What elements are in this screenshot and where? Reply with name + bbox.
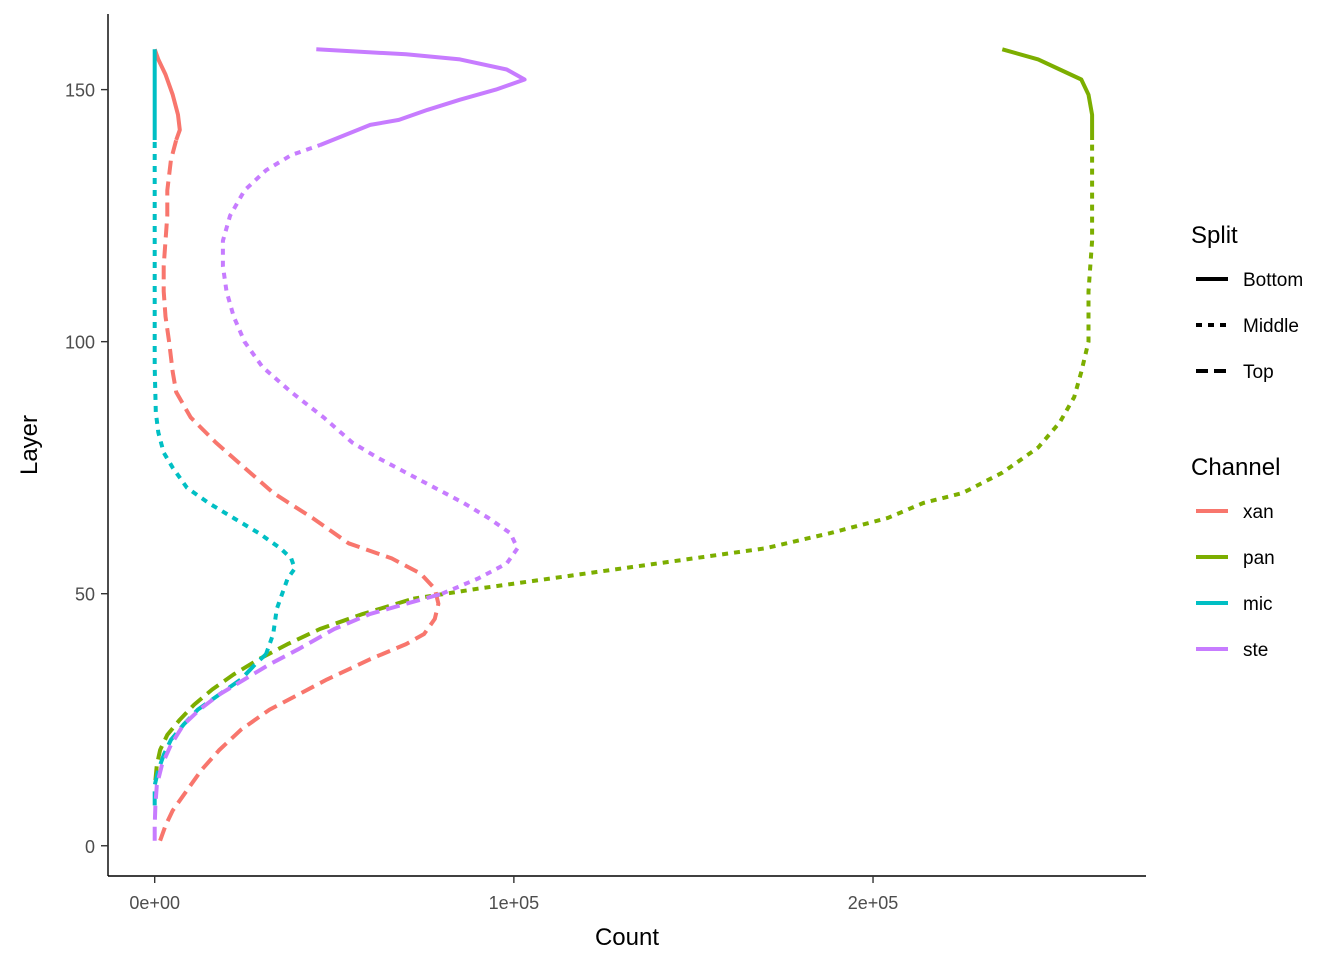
series-line-ste-middle (220, 143, 520, 596)
y-tick-label: 0 (85, 837, 95, 857)
legend-label-mic: mic (1243, 594, 1273, 615)
y-tick-label: 150 (65, 81, 95, 101)
series-line-ste-bottom (316, 47, 527, 147)
x-tick-label: 2e+05 (848, 893, 899, 913)
series-line-pan-middle (412, 140, 1095, 601)
legend-label-ste: ste (1243, 640, 1268, 661)
series-line-xan-top (158, 139, 441, 842)
legend-label-top: Top (1243, 362, 1274, 383)
series-line-ste-top (152, 591, 443, 841)
series-line-pan-top (153, 596, 414, 781)
series-line-xan-bottom (152, 48, 182, 141)
legend-channel: Channel xan pan mic ste (1191, 454, 1280, 661)
series-line-mic-middle (152, 140, 297, 655)
y-tick-label: 100 (65, 333, 95, 353)
y-tick-label: 50 (75, 585, 95, 605)
legend-label-middle: Middle (1243, 316, 1299, 337)
x-tick-label: 0e+00 (129, 893, 180, 913)
legend-label-xan: xan (1243, 502, 1274, 523)
series-line-mic-top (152, 652, 268, 806)
y-axis-title: Layer (16, 415, 43, 475)
plot-area (152, 47, 1095, 842)
legend-label-bottom: Bottom (1243, 270, 1303, 291)
legend-split-title: Split (1191, 222, 1238, 249)
x-axis-title: Count (595, 924, 659, 951)
series-line-pan-bottom (1001, 47, 1095, 140)
x-axis-ticks: 0e+00 1e+05 2e+05 (129, 876, 898, 913)
x-tick-label: 1e+05 (489, 893, 540, 913)
y-axis-ticks: 0 50 100 150 (65, 81, 108, 857)
legend-channel-title: Channel (1191, 454, 1280, 481)
legend-label-pan: pan (1243, 548, 1275, 569)
